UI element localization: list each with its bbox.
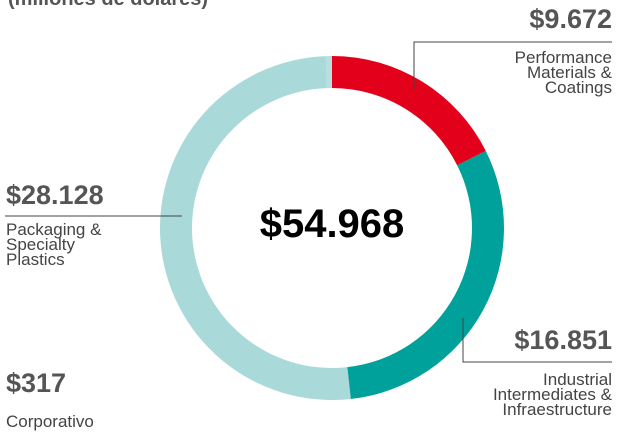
category-label: Corporativo [6,412,94,431]
leader-line [413,41,612,90]
center-label: $54.968 [259,202,405,246]
slice [332,56,486,166]
value-label: $28.128 [6,180,104,210]
category-label: Industrial Intermediates & Infraestructu… [492,370,612,419]
slice [347,150,504,399]
subtitle: (millones de dólares) [8,0,208,11]
leader-line [462,318,612,363]
value-label: $16.851 [514,325,612,355]
category-label: Packaging & Specialty Plastics [6,220,102,269]
slice [325,56,332,89]
slice [159,56,351,401]
category-label: Performance Materials & Coatings [514,48,612,97]
value-label: $9.672 [529,4,612,34]
value-label: $317 [6,368,67,398]
